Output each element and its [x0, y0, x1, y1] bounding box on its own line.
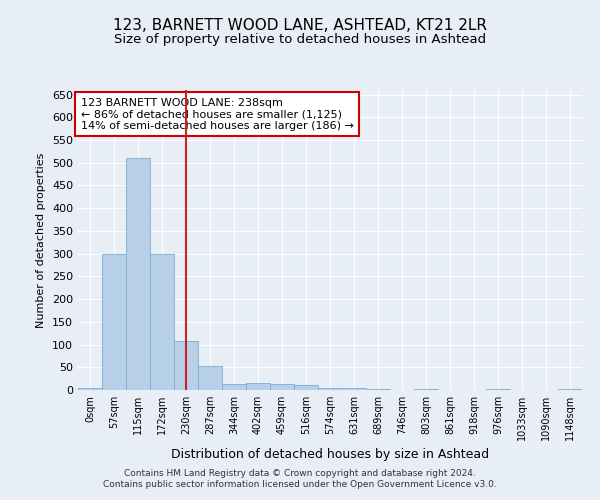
Y-axis label: Number of detached properties: Number of detached properties [37, 152, 46, 328]
Bar [246, 382, 270, 390]
Text: Size of property relative to detached houses in Ashtead: Size of property relative to detached ho… [114, 32, 486, 46]
Bar [174, 341, 198, 390]
Bar [150, 254, 174, 390]
X-axis label: Distribution of detached houses by size in Ashtead: Distribution of detached houses by size … [171, 448, 489, 462]
Bar [78, 388, 102, 390]
Bar [414, 389, 438, 390]
Text: 123 BARNETT WOOD LANE: 238sqm
← 86% of detached houses are smaller (1,125)
14% o: 123 BARNETT WOOD LANE: 238sqm ← 86% of d… [80, 98, 353, 130]
Text: Contains HM Land Registry data © Crown copyright and database right 2024.: Contains HM Land Registry data © Crown c… [124, 468, 476, 477]
Bar [270, 384, 294, 390]
Text: Contains public sector information licensed under the Open Government Licence v3: Contains public sector information licen… [103, 480, 497, 489]
Bar [318, 388, 342, 390]
Bar [366, 389, 390, 390]
Bar [198, 366, 222, 390]
Bar [102, 254, 126, 390]
Bar [222, 384, 246, 390]
Bar [126, 158, 150, 390]
Bar [342, 388, 366, 390]
Bar [486, 388, 510, 390]
Text: 123, BARNETT WOOD LANE, ASHTEAD, KT21 2LR: 123, BARNETT WOOD LANE, ASHTEAD, KT21 2L… [113, 18, 487, 32]
Bar [294, 386, 318, 390]
Bar [558, 388, 582, 390]
